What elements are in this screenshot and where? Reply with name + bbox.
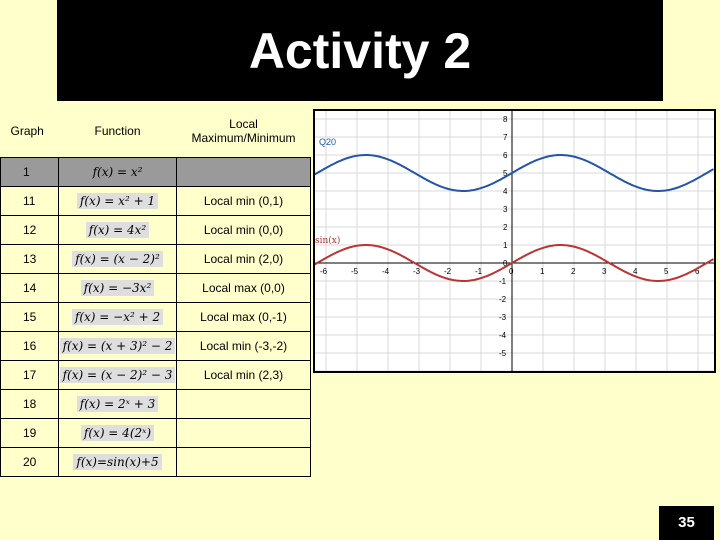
graph-cell: 11 [0,186,59,216]
y-tick-label: 2 [503,223,508,232]
function-text: f(x)=sin(x)+5 [73,454,162,470]
slide-title: Activity 2 [248,23,472,79]
function-table: Graph Function Local Maximum/Minimum 1 f… [0,105,311,477]
curve-label-sin: sin(x) [315,235,340,246]
local-cell: Local min (2,3) [176,360,311,390]
local-cell: Local max (0,0) [176,273,311,303]
local-cell: Local min (-3,-2) [176,331,311,361]
table-row: 13 f(x) = (x − 2)² Local min (2,0) [0,244,311,274]
graph-cell: 15 [0,302,59,332]
table-header-row: Graph Function Local Maximum/Minimum [1,105,311,158]
graph-cell: 20 [0,447,59,477]
function-text: f(x) = −x² + 2 [71,309,164,325]
x-tick-label: 1 [540,267,545,276]
graph-cell: 1 [0,157,59,187]
function-text: f(x) = x² [92,165,143,179]
function-text: f(x) = x² + 1 [76,193,159,209]
y-tick-label: -5 [499,349,507,358]
y-tick-label: 0 [503,259,508,268]
graph-panel: -6 -5 -4 -3 -2 -1 0 1 2 3 4 5 6 8 7 6 5 4 3 2 1 0 -1 -2 -3 -4 -5 Q… [313,109,716,373]
function-text: f(x) = 2ˣ + 3 [76,396,159,412]
graph-cell: 19 [0,418,59,448]
graph-cell: 18 [0,389,59,419]
function-cell: f(x) = (x − 2)² − 3 [58,360,177,390]
local-cell: Local min (0,0) [176,215,311,245]
table-row: 19 f(x) = 4(2ˣ) [0,418,311,448]
table-row: 17 f(x) = (x − 2)² − 3 Local min (2,3) [0,360,311,390]
x-tick-label: -5 [351,267,359,276]
local-cell: Local max (0,-1) [176,302,311,332]
graph-cell: 13 [0,244,59,274]
x-tick-label: 0 [509,267,514,276]
function-text: f(x) = −3x² [80,280,155,296]
x-tick-label: 2 [571,267,576,276]
function-text: f(x) = (x + 3)² − 2 [59,338,176,354]
local-cell [176,157,311,187]
local-cell [176,389,311,419]
table-row: 16 f(x) = (x + 3)² − 2 Local min (-3,-2) [0,331,311,361]
table-row: 18 f(x) = 2ˣ + 3 [0,389,311,419]
y-tick-label: -4 [499,331,507,340]
function-cell: f(x) = 4(2ˣ) [58,418,177,448]
table-row: 15 f(x) = −x² + 2 Local max (0,-1) [0,302,311,332]
y-tick-label: -3 [499,313,507,322]
function-cell: f(x)=sin(x)+5 [58,447,177,477]
function-cell: f(x) = 2ˣ + 3 [58,389,177,419]
y-tick-label: -1 [499,277,507,286]
y-tick-label: -2 [499,295,507,304]
table-row: 20 f(x)=sin(x)+5 [0,447,311,477]
x-tick-label: 5 [664,267,669,276]
grid [315,111,714,371]
graph-cell: 17 [0,360,59,390]
curve-sin [315,244,714,282]
x-tick-label: -6 [320,267,328,276]
curve-q20 [315,154,714,192]
graph-cell: 16 [0,331,59,361]
x-tick-label: 6 [695,267,700,276]
function-cell: f(x) = −3x² [58,273,177,303]
x-tick-label: -1 [475,267,483,276]
x-tick-label: 4 [633,267,638,276]
slide-number: 35 [659,506,714,540]
slide-number-text: 35 [678,514,695,531]
y-tick-label: 8 [503,115,508,124]
function-text: f(x) = (x − 2)² [72,251,163,267]
local-cell [176,418,311,448]
local-cell [176,447,311,477]
function-cell: f(x) = (x − 2)² [58,244,177,274]
graph-cell: 12 [0,215,59,245]
curve-label-q20: Q20 [319,137,336,147]
x-tick-label: -2 [444,267,452,276]
y-tick-label: 5 [503,169,508,178]
function-cell: f(x) = (x + 3)² − 2 [58,331,177,361]
function-cell: f(x) = 4x² [58,215,177,245]
function-text: f(x) = 4x² [85,222,150,238]
function-cell: f(x) = x² [58,157,177,187]
function-text: f(x) = 4(2ˣ) [80,425,155,441]
function-cell: f(x) = x² + 1 [58,186,177,216]
y-tick-label: 7 [503,133,508,142]
graph-cell: 14 [0,273,59,303]
y-tick-label: 1 [503,241,508,250]
x-tick-label: -3 [413,267,421,276]
y-tick-label: 6 [503,151,508,160]
table-row: 14 f(x) = −3x² Local max (0,0) [0,273,311,303]
function-cell: f(x) = −x² + 2 [58,302,177,332]
table-row: 12 f(x) = 4x² Local min (0,0) [0,215,311,245]
table-row: 11 f(x) = x² + 1 Local min (0,1) [0,186,311,216]
x-tick-label: -4 [382,267,390,276]
x-tick-label: 3 [602,267,607,276]
function-text: f(x) = (x − 2)² − 3 [59,367,176,383]
title-bar: Activity 2 [57,0,663,101]
header-graph: Graph [10,124,44,138]
y-tick-label: 4 [503,187,508,196]
local-cell: Local min (2,0) [176,244,311,274]
local-cell: Local min (0,1) [176,186,311,216]
y-tick-label: 3 [503,205,508,214]
header-local: Local Maximum/Minimum [191,117,296,145]
header-function: Function [94,124,141,138]
table-row: 1 f(x) = x² [0,157,311,187]
